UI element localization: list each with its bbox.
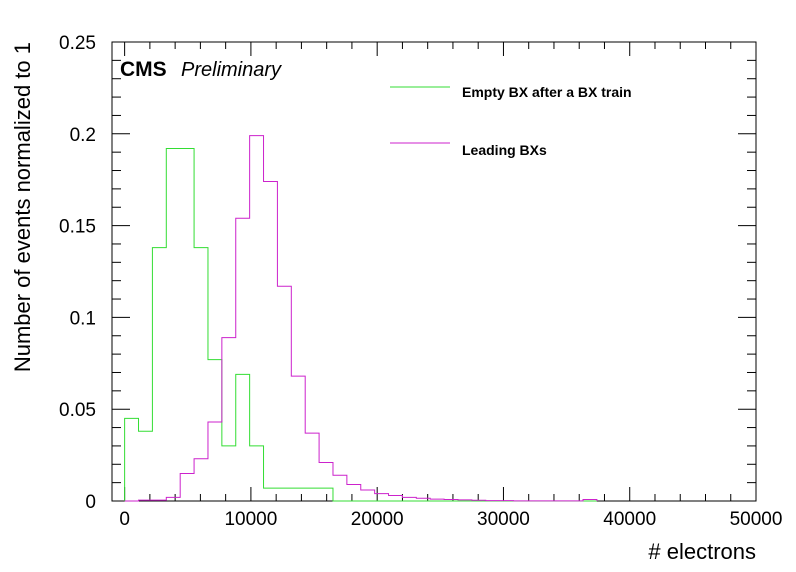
legend: Empty BX after a BX train Leading BXs [390, 84, 632, 158]
y-tick-label: 0.1 [70, 308, 96, 329]
plot-frame [111, 41, 757, 502]
x-tick-label: 10000 [224, 509, 277, 530]
axis-ticks [112, 41, 757, 502]
legend-label-leading-bx: Leading BXs [462, 142, 547, 158]
series-layer [124, 135, 598, 502]
tick-labels: 0 10000 20000 30000 40000 50000 0 0.05 0.1 0.15 0.… [59, 33, 782, 530]
y-tick-label: 0 [85, 492, 96, 513]
preliminary-label: Preliminary [181, 59, 282, 81]
x-tick-label: 40000 [603, 509, 656, 530]
y-tick-label: 0.15 [59, 217, 96, 238]
y-tick-label: 0.05 [59, 400, 96, 421]
cms-label: CMS [120, 58, 167, 81]
x-tick-label: 0 [119, 509, 130, 530]
series-0-histogram [124, 147, 597, 502]
y-tick-label: 0.2 [70, 125, 96, 146]
x-tick-label: 20000 [351, 509, 404, 530]
y-axis-title: Number of events normalized to 1 [10, 42, 35, 372]
x-tick-label: 30000 [477, 509, 530, 530]
x-tick-label: 50000 [730, 509, 783, 530]
legend-label-empty-bx: Empty BX after a BX train [462, 84, 632, 100]
y-tick-label: 0.25 [59, 33, 96, 54]
series-1-histogram [124, 135, 598, 502]
x-axis-title: # electrons [648, 539, 756, 564]
